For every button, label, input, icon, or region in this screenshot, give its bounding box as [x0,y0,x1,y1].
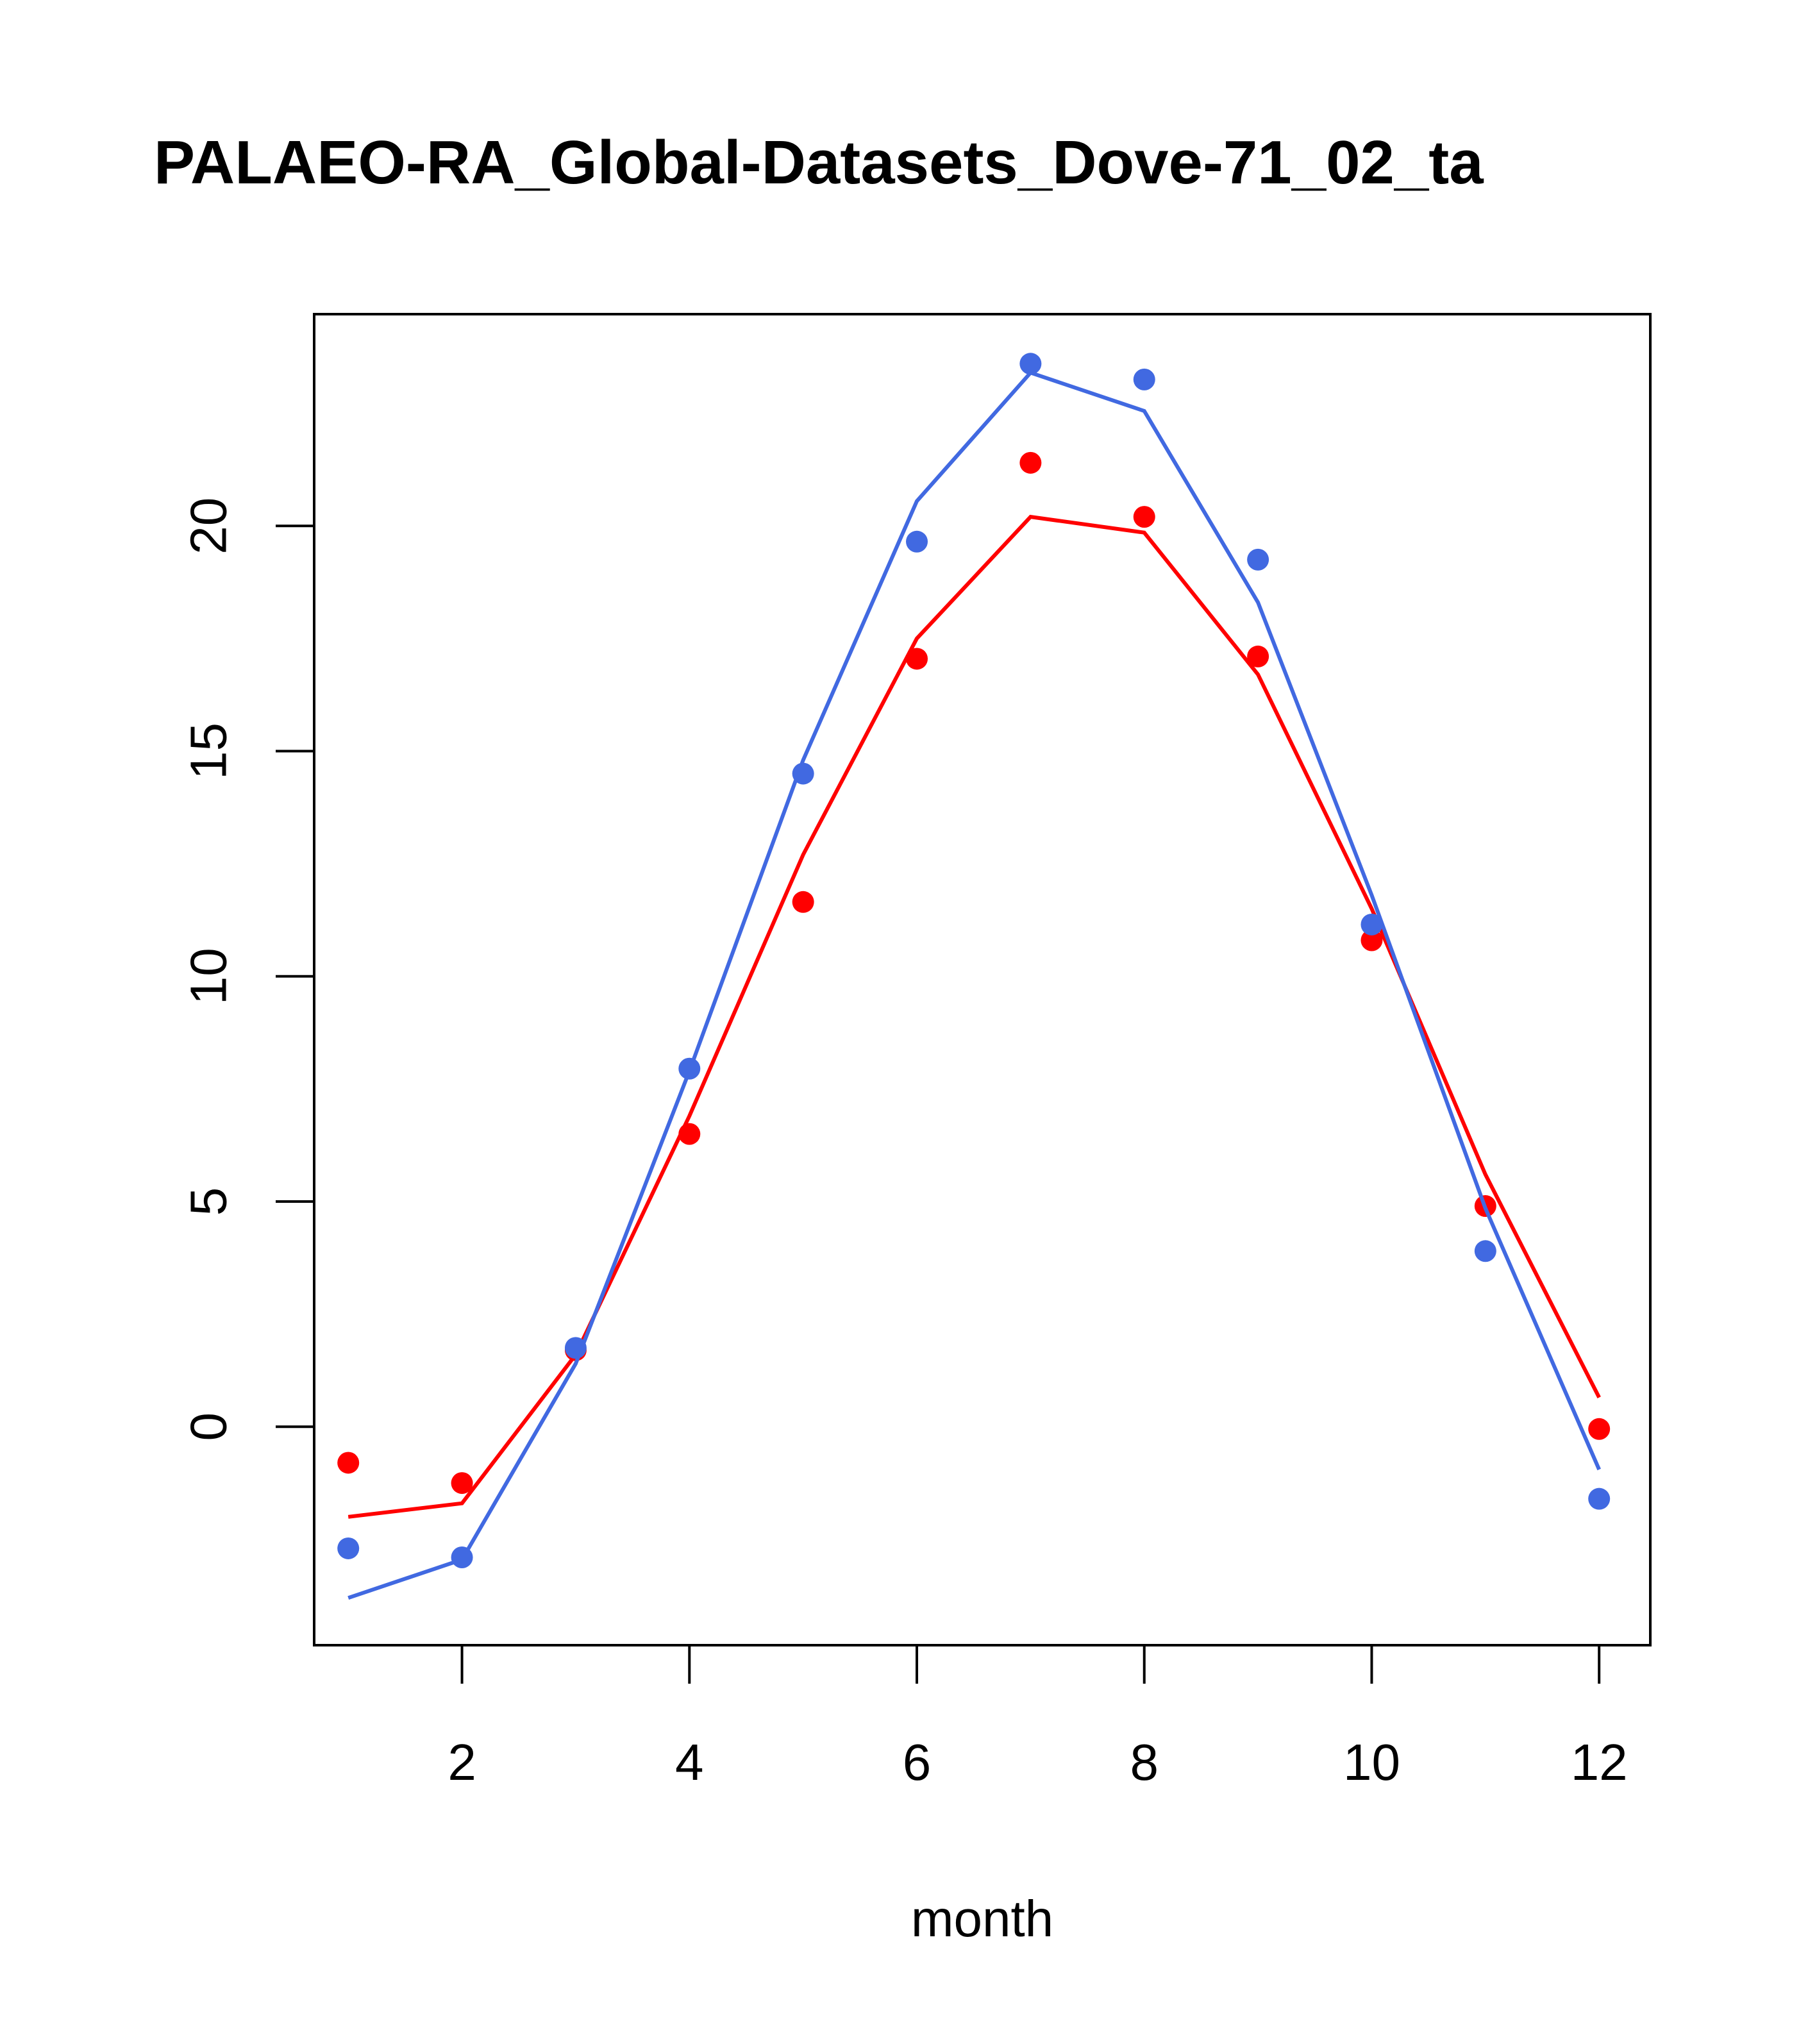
series-2-point [337,1537,360,1559]
series-2-point [1247,548,1269,571]
series-1-point [792,891,814,913]
series-2-line [347,370,1601,1600]
series-2-point [792,762,814,785]
series-2-point [1588,1487,1611,1510]
chart-title: PALAEO-RA_Global-Datasets_Dove-71_02_ta [154,128,1484,197]
series-2 [337,353,1611,1600]
y-tick-label: 5 [180,1187,237,1216]
series-2-point [1474,1240,1496,1262]
series-1-point [1019,451,1042,474]
series-1 [337,451,1611,1519]
x-tick-label: 6 [903,1734,932,1791]
series-1-point [1588,1418,1611,1440]
y-tick-label: 10 [180,948,237,1005]
x-tick-label: 4 [675,1734,704,1791]
x-tick-label: 2 [448,1734,476,1791]
series-1-point [1133,506,1155,528]
y-tick-label: 20 [180,498,237,555]
x-tick-label: 12 [1571,1734,1628,1791]
x-axis: 2 4 6 8 10 12 [448,1644,1628,1791]
series-1-point [1361,929,1383,951]
x-axis-title: month [911,1890,1053,1947]
series-2-point [1361,913,1383,935]
series-1-line [347,514,1601,1519]
x-tick-label: 10 [1343,1734,1400,1791]
series-1-point [337,1452,360,1474]
series-layer [337,353,1611,1600]
series-1-point [1247,645,1269,667]
series-2-point [1019,353,1042,375]
x-tick-label: 8 [1130,1734,1159,1791]
series-1-point [678,1123,701,1145]
plot-frame [313,313,1652,1646]
series-1-point [906,648,928,670]
y-axis: 0 5 10 15 20 [180,498,315,1441]
series-2-point [451,1546,473,1569]
y-tick-label: 0 [180,1412,237,1441]
series-2-point [1133,368,1155,390]
series-2-point [906,530,928,553]
series-2-point [564,1337,587,1359]
y-tick-label: 15 [180,723,237,780]
series-2-point [678,1057,701,1080]
series-1-point [451,1472,473,1495]
